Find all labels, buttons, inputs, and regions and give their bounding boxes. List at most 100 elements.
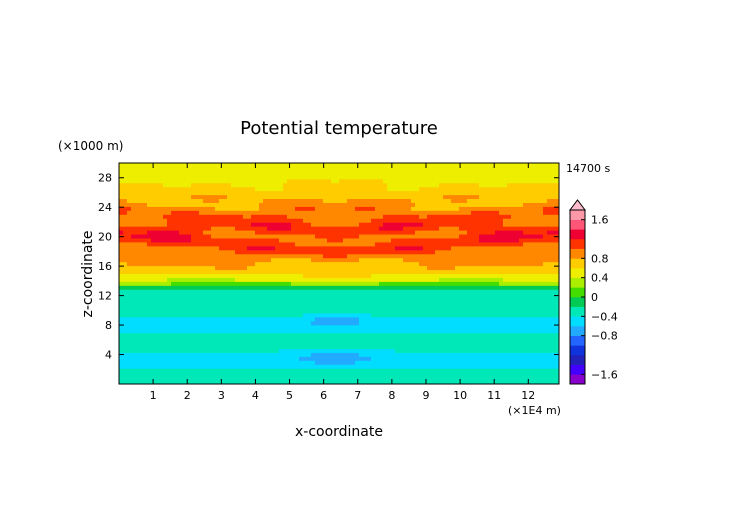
heatmap-cell	[255, 163, 260, 168]
heatmap-cell	[371, 163, 376, 168]
heatmap-cell	[119, 202, 124, 207]
heatmap-cell	[375, 269, 380, 274]
heatmap-cell	[247, 222, 252, 227]
heatmap-cell	[215, 234, 220, 239]
heatmap-cell	[151, 301, 156, 306]
heatmap-cell	[291, 210, 296, 215]
heatmap-cell	[323, 230, 328, 235]
heatmap-cell	[375, 301, 380, 306]
heatmap-cell	[395, 352, 400, 357]
heatmap-cell	[263, 273, 268, 278]
heatmap-cell	[139, 218, 144, 223]
heatmap-cell	[355, 344, 360, 349]
heatmap-cell	[343, 352, 348, 357]
heatmap-cell	[287, 261, 292, 267]
heatmap-cell	[439, 376, 444, 381]
heatmap-cell	[327, 328, 332, 334]
heatmap-cell	[139, 344, 144, 349]
heatmap-cell	[219, 210, 224, 215]
heatmap-cell	[211, 170, 216, 176]
heatmap-cell	[459, 352, 464, 357]
heatmap-cell	[391, 309, 396, 314]
heatmap-cell	[219, 316, 224, 322]
heatmap-cell	[227, 368, 232, 373]
heatmap-cell	[475, 372, 480, 377]
heatmap-cell	[203, 328, 208, 334]
heatmap-cell	[187, 194, 192, 200]
heatmap-cell	[323, 285, 328, 290]
heatmap-cell	[139, 293, 144, 298]
heatmap-cell	[435, 186, 440, 192]
heatmap-cell	[427, 261, 432, 267]
heatmap-cell	[167, 285, 172, 290]
heatmap-cell	[411, 285, 416, 290]
heatmap-cell	[207, 352, 212, 357]
heatmap-cell	[143, 368, 148, 373]
heatmap-cell	[451, 293, 456, 298]
heatmap-cell	[299, 380, 304, 385]
heatmap-cell	[327, 241, 332, 247]
heatmap-cell	[223, 198, 228, 203]
heatmap-cell	[395, 340, 400, 346]
heatmap-cell	[147, 261, 152, 267]
heatmap-cell	[415, 301, 420, 306]
heatmap-cell	[299, 198, 304, 203]
heatmap-cell	[331, 289, 336, 294]
heatmap-cell	[451, 364, 456, 369]
heatmap-cell	[463, 297, 468, 302]
heatmap-cell	[467, 340, 472, 346]
heatmap-cell	[335, 257, 340, 263]
heatmap-cell	[371, 340, 376, 346]
heatmap-cell	[427, 301, 432, 306]
heatmap-cell	[459, 332, 464, 338]
heatmap-cell	[251, 344, 256, 349]
heatmap-cell	[459, 336, 464, 342]
heatmap-cell	[291, 332, 296, 338]
heatmap-cell	[303, 265, 308, 271]
heatmap-cell	[231, 344, 236, 349]
heatmap-cell	[299, 182, 304, 188]
heatmap-cell	[359, 281, 364, 286]
heatmap-cell	[335, 218, 340, 223]
heatmap-cell	[307, 257, 312, 263]
heatmap-cell	[315, 166, 320, 172]
heatmap-cell	[275, 372, 280, 377]
heatmap-cell	[199, 249, 204, 255]
heatmap-cell	[139, 289, 144, 294]
heatmap-cell	[355, 190, 360, 196]
heatmap-cell	[459, 198, 464, 203]
heatmap-cell	[375, 305, 380, 310]
heatmap-cell	[411, 186, 416, 192]
heatmap-cell	[299, 249, 304, 255]
heatmap-cell	[391, 214, 396, 219]
heatmap-cell	[431, 316, 436, 322]
heatmap-cell	[151, 230, 156, 235]
heatmap-cell	[155, 198, 160, 203]
heatmap-cell	[467, 214, 472, 219]
heatmap-cell	[355, 340, 360, 346]
heatmap-cell	[263, 301, 268, 306]
heatmap-cell	[447, 293, 452, 298]
heatmap-cell	[167, 356, 172, 361]
heatmap-cell	[343, 320, 348, 326]
heatmap-cell	[395, 245, 400, 251]
heatmap-cell	[427, 328, 432, 334]
heatmap-cell	[271, 364, 276, 369]
heatmap-cell	[399, 372, 404, 377]
heatmap-cell	[219, 328, 224, 334]
heatmap-cell	[327, 348, 332, 353]
heatmap-cell	[243, 210, 248, 215]
heatmap-cell	[147, 368, 152, 373]
heatmap-cell	[207, 234, 212, 239]
heatmap-cell	[387, 202, 392, 207]
heatmap-cell	[351, 352, 356, 357]
heatmap-cell	[263, 190, 268, 196]
heatmap-cell	[207, 222, 212, 227]
heatmap-cell	[343, 178, 348, 184]
heatmap-cell	[299, 293, 304, 298]
heatmap-cell	[375, 182, 380, 188]
heatmap-cell	[227, 253, 232, 259]
heatmap-cell	[191, 332, 196, 338]
heatmap-cell	[215, 163, 220, 168]
heatmap-cell	[403, 324, 408, 330]
